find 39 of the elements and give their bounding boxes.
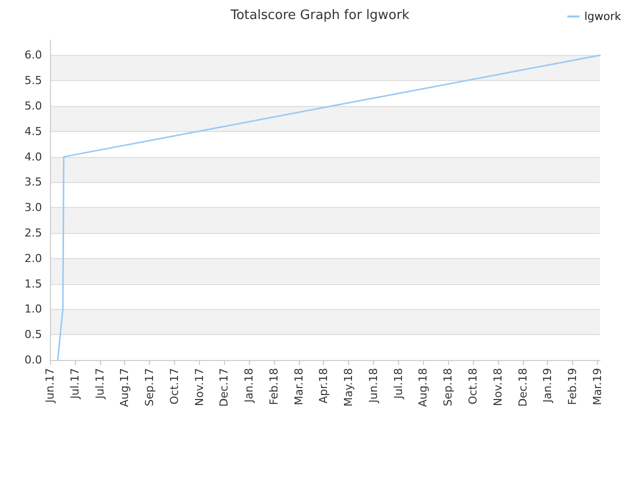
x-tick-label: May.18 xyxy=(342,368,356,407)
y-tick-label: 2.0 xyxy=(24,252,42,265)
y-tick-label: 6.0 xyxy=(24,48,42,62)
y-tick-label: 1.0 xyxy=(24,302,42,316)
x-tick-label: Jul.18 xyxy=(392,368,405,400)
x-tick-label: Jun.18 xyxy=(366,368,380,404)
x-tick-label: Nov.17 xyxy=(192,368,206,406)
chart-title: Totalscore Graph for lgwork xyxy=(230,8,410,23)
x-tick-label: Oct.17 xyxy=(168,368,181,405)
y-tick-label: 3.5 xyxy=(24,176,42,189)
x-tick-label: Apr.18 xyxy=(317,368,330,404)
x-tick-label: Nov.18 xyxy=(491,368,504,406)
x-tick-label: Dec.17 xyxy=(218,368,231,407)
x-tick-label: Dec.18 xyxy=(516,368,530,407)
line-series xyxy=(56,54,601,361)
y-tick-label: 3.0 xyxy=(24,201,42,214)
x-tick-label: Jul.17 xyxy=(93,368,106,400)
x-tick-label: Sep.18 xyxy=(442,368,455,406)
x-tick-label: Aug.18 xyxy=(416,368,430,407)
y-tick-label: 1.5 xyxy=(24,277,42,290)
x-tick-label: Sep.17 xyxy=(143,368,156,406)
y-tick-label: 2.5 xyxy=(24,226,42,240)
x-tick-label: Jan.19 xyxy=(541,368,554,404)
x-tick-label: Mar.19 xyxy=(590,368,604,406)
y-tick-label: 0.5 xyxy=(24,328,42,342)
x-tick-label: Jul.17 xyxy=(68,368,82,400)
y-tick-label: 4.5 xyxy=(24,124,42,138)
y-tick-label: 4.0 xyxy=(24,150,42,164)
x-tick-label: Jun.17 xyxy=(44,368,56,404)
y-tick-label: 0.0 xyxy=(24,354,42,366)
x-tick-label: Aug.17 xyxy=(118,368,132,407)
legend-label: lgwork xyxy=(584,10,622,23)
x-tick-label: Feb.18 xyxy=(267,368,280,405)
y-tick-label: 5.0 xyxy=(24,100,42,113)
x-tick-label: Feb.19 xyxy=(566,368,580,405)
x-tick-label: Mar.18 xyxy=(292,368,306,406)
x-tick-label: Jan.18 xyxy=(242,368,256,404)
x-tick-label: Oct.18 xyxy=(466,368,480,405)
y-tick-label: 5.5 xyxy=(24,74,42,88)
